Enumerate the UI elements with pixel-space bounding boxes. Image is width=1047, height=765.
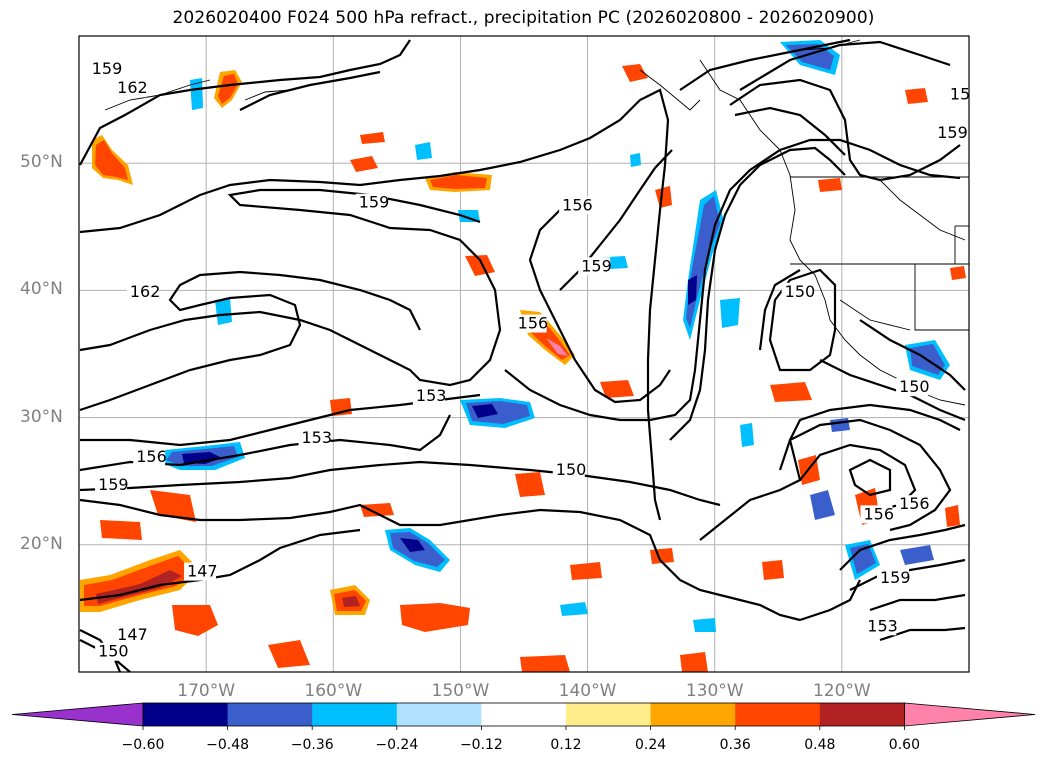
colorbar-tick-label: 0.60 [888, 737, 920, 753]
contour-label: 150 [98, 642, 129, 661]
colorbar-segment [650, 703, 736, 726]
contour-label-background [126, 282, 159, 301]
contour-label: 159 [359, 193, 390, 212]
contour-label: 159 [92, 59, 123, 78]
contour-label: 153 [302, 428, 333, 447]
longitude-tick-label: 150°W [431, 681, 490, 701]
latitude-tick-label: 50°N [20, 152, 63, 173]
contour-label-background [114, 626, 147, 645]
contour-label-background [934, 123, 967, 142]
contour-label-background [864, 617, 897, 636]
contour-label: 156 [518, 314, 549, 333]
contour-label-background [355, 193, 388, 212]
colorbar-segment [312, 703, 398, 726]
colorbar-tick-label: −0.60 [121, 737, 165, 753]
contour-label: 147 [117, 625, 148, 644]
colorbar [11, 702, 1036, 730]
contour-label-background [298, 429, 331, 448]
contour-label: 147 [187, 562, 218, 581]
colorbar-tick-label: 0.12 [550, 737, 582, 753]
contour-label: 153 [416, 386, 447, 405]
contour-labels: 1591621591621561591561501531531561591501… [88, 59, 981, 661]
contour-label-background [514, 314, 547, 333]
longitude-tick-label: 160°W [304, 681, 363, 701]
colorbar-extend-right [904, 702, 1036, 727]
colorbar-segment [566, 703, 652, 726]
colorbar-extend-left [11, 702, 144, 727]
colorbar-tick-label: −0.12 [459, 737, 503, 753]
contour-label-background [114, 79, 147, 98]
longitude-tick-label: 140°W [558, 681, 617, 701]
contour-label-background [578, 257, 611, 276]
colorbar-segment [819, 703, 905, 726]
colorbar-frame [142, 702, 905, 727]
map-background [79, 36, 969, 672]
colorbar-segment [396, 703, 482, 726]
colorbar-tick-label: −0.36 [290, 737, 334, 753]
contour-label-background [88, 60, 121, 79]
latitude-tick-label: 20°N [20, 533, 63, 554]
colorbar-tick-label: 0.48 [804, 737, 836, 753]
contour-label: 153 [867, 616, 898, 635]
contour-label-background [896, 495, 929, 514]
contour-label: 150 [785, 282, 816, 301]
contour-label: 159 [581, 256, 612, 275]
positive-precip-patch [92, 135, 133, 185]
colorbar-tick-label: 0.24 [635, 737, 667, 753]
contour-label-background [95, 476, 128, 495]
contour-label: 159 [880, 568, 911, 587]
colorbar-tick-label: 0.36 [719, 737, 751, 753]
contour-label-background [95, 642, 128, 661]
contour-label: 156 [863, 504, 894, 523]
positive-precip-patch [330, 585, 370, 615]
contour-label: 150 [556, 460, 587, 479]
precipitation-patches [80, 40, 966, 672]
contour-label-background [877, 568, 909, 587]
contour-label: 156 [899, 494, 930, 513]
contour-label: 159 [937, 123, 968, 142]
positive-precip-patch [214, 70, 242, 108]
colorbar-segment [227, 703, 313, 726]
contour-label-background [133, 448, 166, 467]
positive-precip-patch [172, 603, 708, 672]
contour-label: 156 [562, 195, 593, 214]
latitude-tick-label: 40°N [20, 279, 63, 300]
map-title: 2026020400 F024 500 hPa refract., precip… [172, 8, 875, 28]
borders [790, 176, 969, 331]
contour-label-background [860, 505, 893, 524]
contour-label: 156 [136, 447, 167, 466]
colorbar-segment [735, 703, 821, 726]
contour-label: 162 [117, 78, 148, 97]
negative-precip-patch [160, 442, 245, 470]
contour-label-background [946, 85, 969, 104]
contour-label-background [896, 378, 929, 397]
contour-label: 156 [950, 85, 981, 104]
contour-label-background [781, 282, 814, 301]
negative-precip-patch [460, 398, 535, 428]
contour-label: 162 [130, 282, 161, 301]
longitude-tick-label: 170°W [177, 681, 236, 701]
colorbar-tick-label: −0.48 [206, 737, 250, 753]
contour-label-background [552, 460, 585, 479]
negative-precip-patch [385, 528, 450, 572]
colorbar-segment [481, 703, 567, 726]
contour-label: 150 [899, 377, 930, 396]
contour-label-background [412, 387, 445, 406]
colorbar-segment [143, 703, 229, 726]
latitude-tick-label: 30°N [20, 406, 63, 427]
positive-precip-patch [425, 172, 492, 192]
longitude-tick-label: 120°W [812, 681, 871, 701]
contour-label-background [184, 562, 217, 581]
map-frame [78, 35, 970, 673]
positive-precip-patch [100, 64, 966, 580]
contour-label-background [559, 196, 592, 215]
longitude-tick-label: 130°W [685, 681, 744, 701]
contour-label: 159 [98, 475, 129, 494]
colorbar-tick-label: −0.24 [375, 737, 419, 753]
